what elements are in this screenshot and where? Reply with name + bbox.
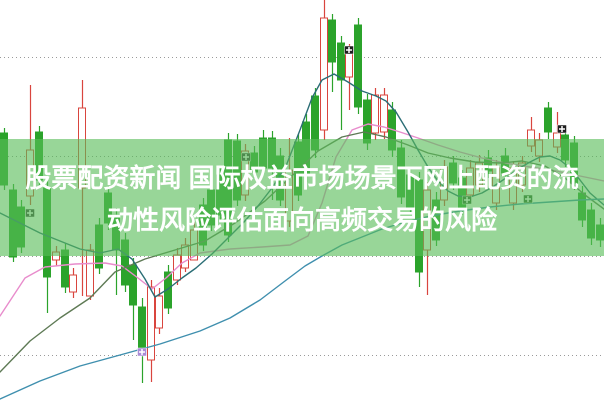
candle-down <box>354 24 362 108</box>
headline-banner[interactable]: 股票配资新闻 国际权益市场场景下网上配资的流 动性风险评估面向高频交易的风险 <box>0 139 604 256</box>
candle-up <box>69 274 77 293</box>
candle-down <box>337 42 345 81</box>
candle-down <box>164 271 172 309</box>
candle-up <box>345 51 353 78</box>
candle-down <box>363 99 371 144</box>
candle-marker-icon <box>141 349 143 355</box>
candle-up <box>155 295 163 329</box>
candle-marker-icon <box>561 126 563 132</box>
candle-down <box>129 264 137 306</box>
candle-up <box>380 94 388 133</box>
candle-up <box>320 17 328 131</box>
candle-down <box>138 306 146 353</box>
candle-down <box>544 107 552 133</box>
candle-up <box>86 249 94 297</box>
candle-up <box>147 286 155 361</box>
candle-up <box>371 94 379 134</box>
candle-down <box>328 19 336 63</box>
headline-line1[interactable]: 股票配资新闻 国际权益市场场景下网上配资的流 <box>25 163 579 193</box>
candle-marker-icon <box>348 47 350 53</box>
headline-line2[interactable]: 动性风险评估面向高频交易的风险 <box>106 205 497 235</box>
